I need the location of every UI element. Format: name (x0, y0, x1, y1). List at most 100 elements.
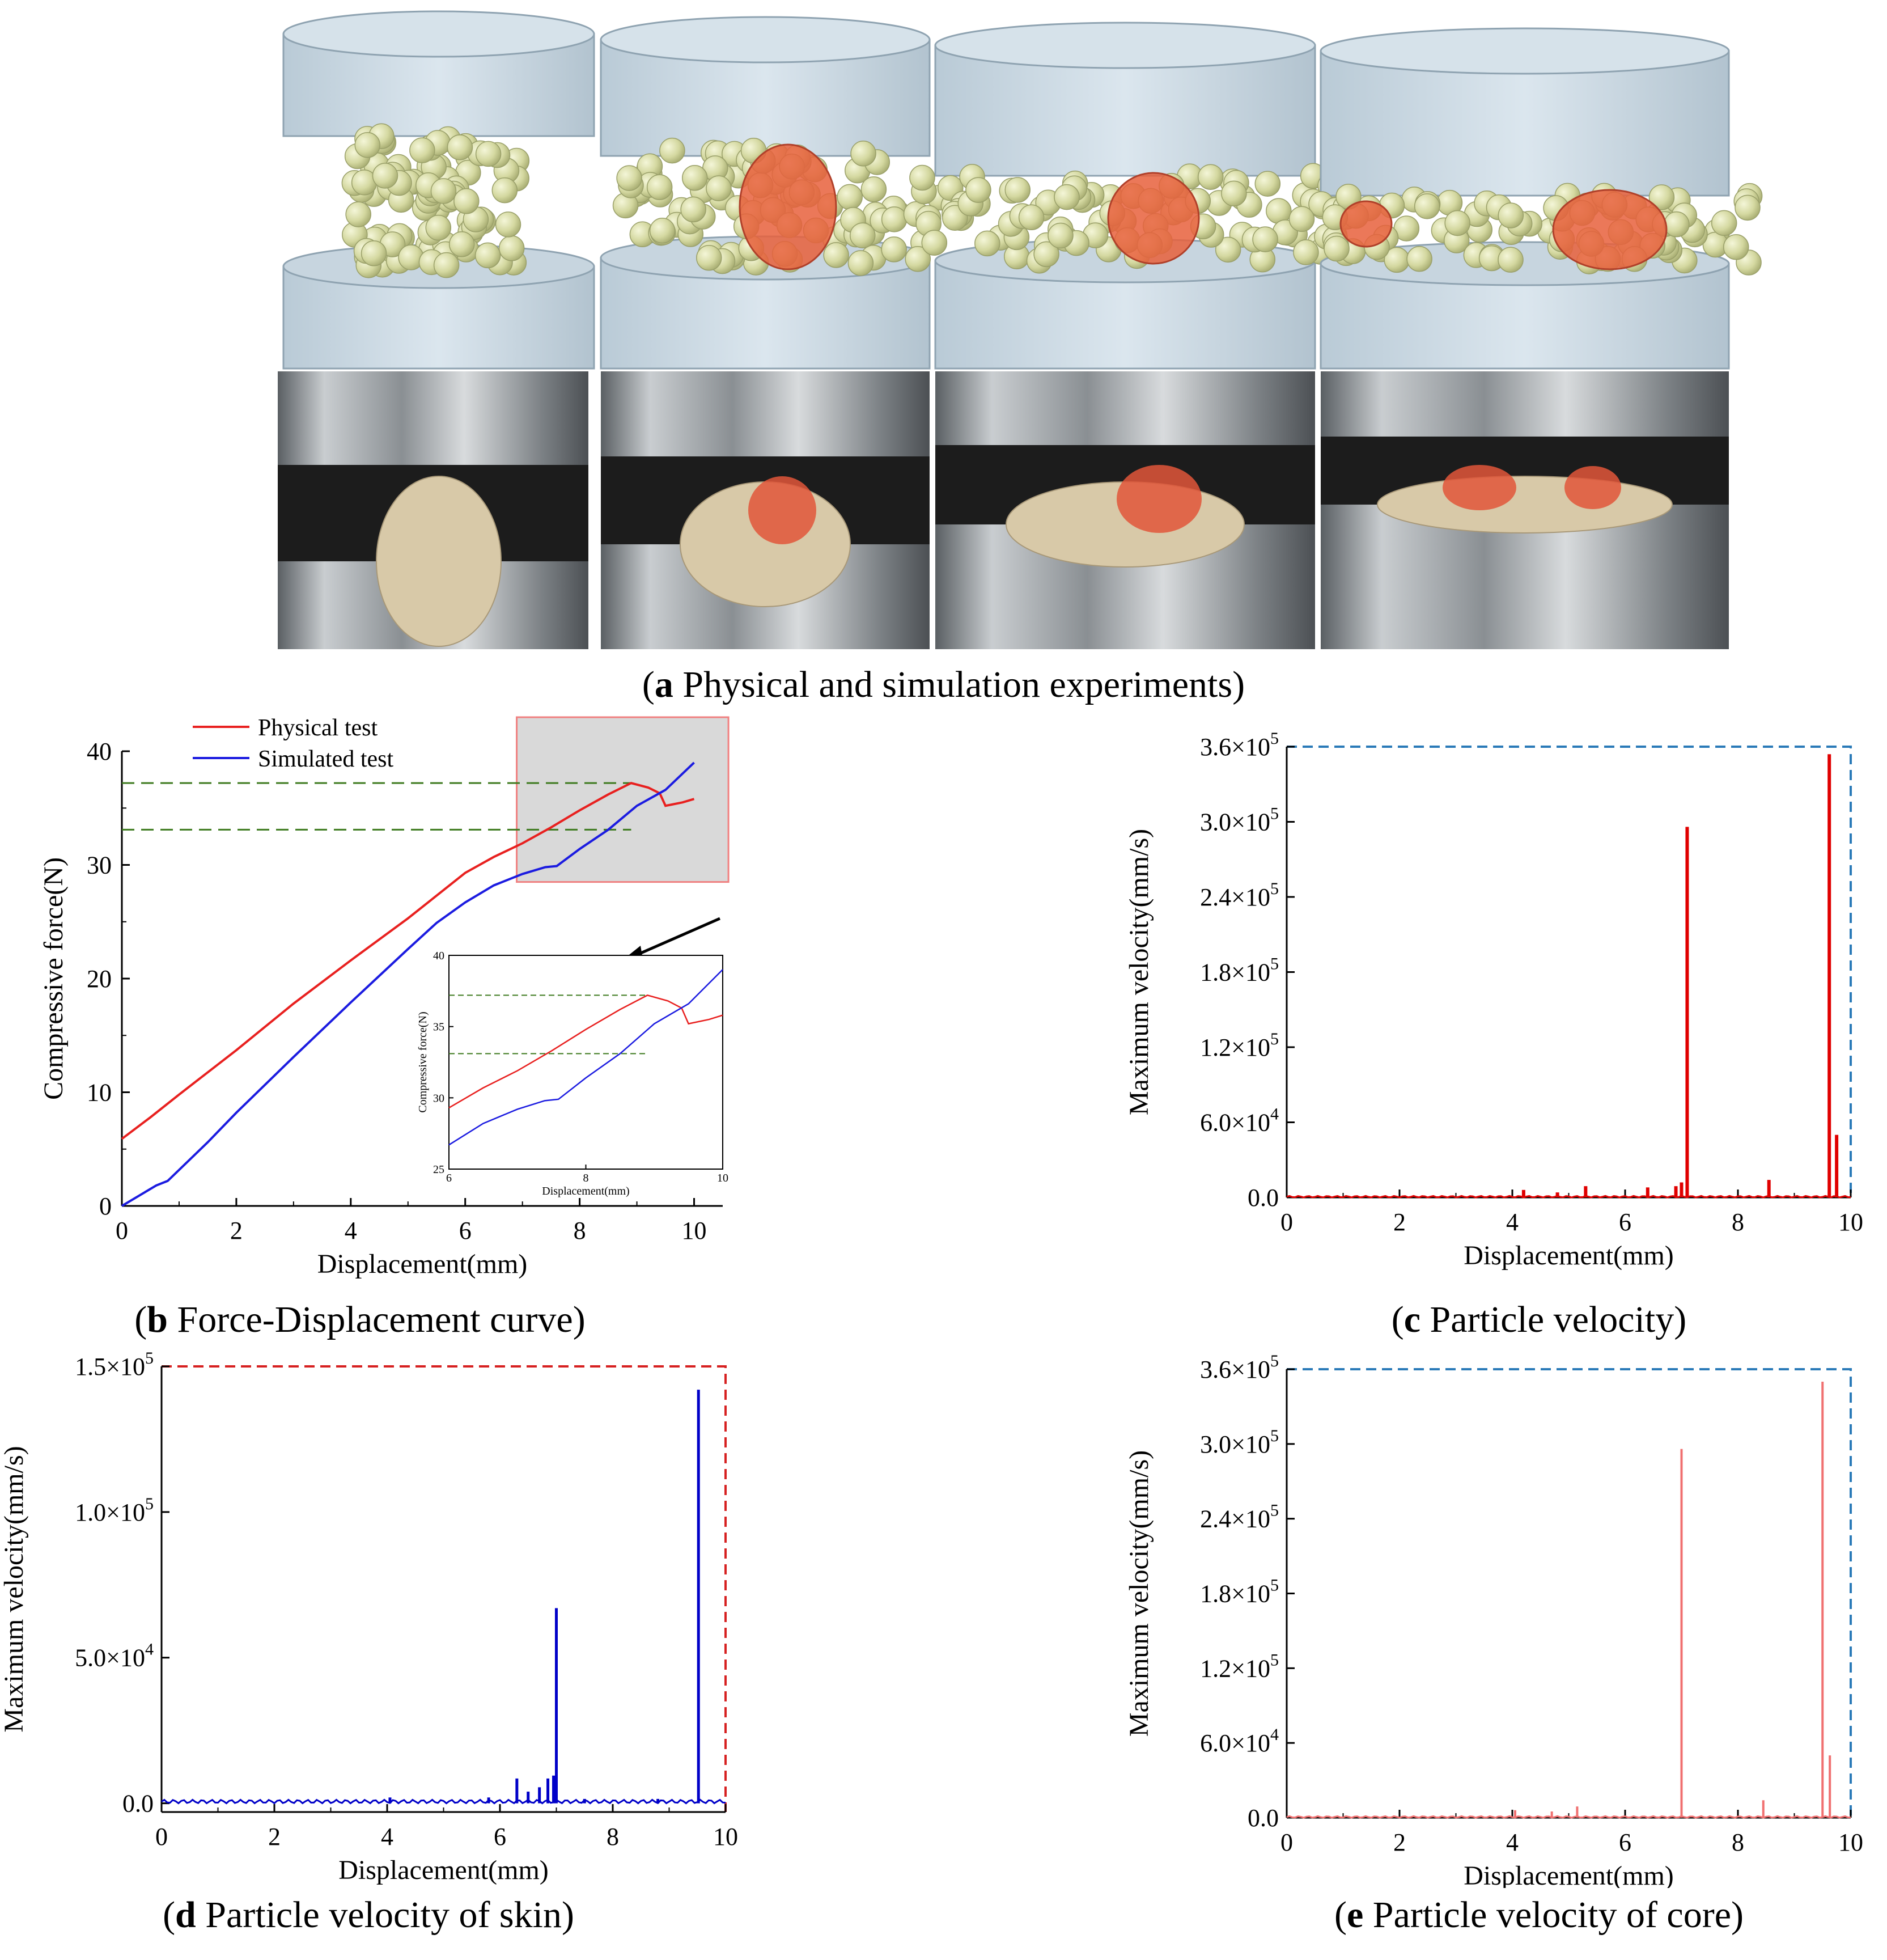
y-tick-label: 2.4×105 (1200, 1501, 1279, 1533)
y-tick-label: 1.2×105 (1200, 1030, 1279, 1061)
photo-frame-3 (935, 371, 1315, 649)
particle-ball (823, 242, 849, 268)
photo-frame-2 (601, 371, 930, 649)
particle-ball (1288, 206, 1315, 232)
y-axis-label: Maximum velocity(mm/s) (1124, 829, 1154, 1115)
inset-series-line (448, 969, 723, 1146)
inset-x-axis-label: Displacement(mm) (542, 1185, 629, 1197)
y-tick-label: 6.0×104 (1200, 1725, 1279, 1757)
y-tick-label: 6.0×104 (1200, 1105, 1279, 1137)
particle-ball (425, 214, 452, 241)
particle-ball (616, 165, 642, 191)
particle-ball (881, 206, 908, 232)
y-tick-label: 10 (87, 1079, 112, 1107)
particle-ball (860, 176, 887, 202)
fracture-highlight (1552, 189, 1668, 270)
fracture-highlight (1107, 172, 1200, 265)
inset-y-tick-label: 25 (433, 1163, 444, 1176)
fracture-highlight (739, 143, 837, 270)
particle-ball (1004, 177, 1031, 203)
caption-d: (d Particle velocity of skin) (163, 1894, 574, 1936)
inset-chart: 6 8 10 25 30 35 40 Displacement(mm) Compressive … (417, 950, 728, 1197)
x-tick-label: 10 (713, 1823, 738, 1851)
particle-ball (409, 137, 435, 163)
particle-ball (447, 134, 473, 160)
upper-steel-platen (1321, 371, 1729, 437)
chart-c-particle-velocity: 0 2 4 6 8 10 Displacement(mm) 0.0 6.0×104 1.2×105… (1124, 729, 1863, 1271)
upper-platen (1320, 50, 1730, 197)
particle-ball (1498, 202, 1524, 228)
particle-ball (1723, 234, 1749, 260)
x-tick-label: 0 (1280, 1828, 1293, 1856)
x-tick-label: 4 (1506, 1208, 1519, 1236)
fracture-highlight (748, 476, 816, 544)
y-tick-label: 1.0×105 (75, 1495, 154, 1526)
specimen (376, 476, 502, 647)
x-tick-label: 0 (155, 1823, 168, 1851)
particle-ball (433, 252, 460, 278)
y-axis-label: Maximum velocity(mm/s) (1124, 1450, 1154, 1737)
particle-ball (345, 201, 371, 227)
inset-y-axis-label: Compressive force(N) (417, 1011, 429, 1112)
x-tick-label: 8 (1732, 1208, 1744, 1236)
inset-x-tick-label: 8 (583, 1172, 589, 1184)
particle-ball (965, 177, 991, 203)
particle-ball (649, 218, 676, 244)
inset-series-line (448, 994, 723, 1109)
particle-ball (475, 141, 502, 167)
particle-ball (474, 242, 501, 269)
x-tick-label: 4 (381, 1823, 393, 1851)
particle-ball (847, 250, 874, 276)
particle-ball (1033, 241, 1059, 268)
particle-ball (837, 184, 863, 210)
chart-d-particle-velocity-skin: 0 2 4 6 8 10 Displacement(mm) 0.0 5.0×104 1.0×105… (0, 1349, 738, 1885)
axes: 0 2 4 6 8 10 Displacement(mm) 0.0 6.0×104 1.2×105… (1124, 1352, 1863, 1888)
y-tick-label: 1.8×105 (1200, 1576, 1279, 1608)
particle-ball (1048, 222, 1074, 249)
caption-b: (b Force-Displacement curve) (134, 1299, 586, 1340)
zoom-arrow-shaft (628, 917, 721, 960)
x-axis-label: Displacement(mm) (338, 1855, 549, 1885)
series-baseline (161, 1798, 726, 1805)
particle-ball (1324, 235, 1350, 262)
upper-platen-top (600, 16, 931, 64)
y-tick-label: 0 (99, 1192, 112, 1220)
inset-y-tick-label: 30 (433, 1092, 444, 1104)
particle-ball (1221, 180, 1247, 207)
x-tick-label: 2 (1393, 1828, 1406, 1856)
x-tick-label: 6 (494, 1823, 506, 1851)
x-tick-label: 6 (1619, 1828, 1631, 1856)
particle-ball (1054, 184, 1080, 210)
y-tick-label: 30 (87, 852, 112, 879)
y-axis-label: Compressive force(N) (39, 857, 69, 1100)
dashed-frame (1287, 746, 1852, 1197)
photo-frame-1 (278, 371, 588, 649)
upper-platen-top (282, 10, 595, 58)
y-tick-label: 1.5×105 (75, 1349, 154, 1381)
particle-ball (680, 196, 706, 223)
particle-ball (974, 230, 1000, 257)
particle-ball (706, 175, 732, 201)
series-baseline (1286, 1815, 1851, 1819)
inset-frame (448, 955, 723, 1170)
particle-ball (1648, 184, 1675, 210)
y-axis-label: Maximum velocity(mm/s) (0, 1446, 29, 1732)
particle-ball (1735, 194, 1761, 221)
particle-ball (696, 245, 722, 271)
axes: 0 2 4 6 8 10 Displacement(mm) 0 10 20 30 40 Compress… (39, 738, 723, 1279)
x-tick-label: 4 (1506, 1828, 1519, 1856)
photo-frame-4 (1321, 371, 1729, 649)
legend-label: Physical test (258, 715, 378, 741)
upper-steel-platen (935, 371, 1315, 445)
x-tick-label: 0 (116, 1217, 128, 1244)
particle-ball (1252, 226, 1278, 252)
dashed-frame (162, 1365, 727, 1812)
particle-ball (448, 231, 475, 257)
y-tick-label: 0.0 (1248, 1184, 1279, 1212)
y-tick-label: 1.2×105 (1200, 1650, 1279, 1682)
inset-x-tick-label: 6 (446, 1172, 452, 1184)
particle-ball (909, 164, 935, 191)
upper-platen-top (1320, 27, 1730, 75)
particle-ball (1215, 236, 1241, 263)
particle-ball (1444, 210, 1470, 236)
